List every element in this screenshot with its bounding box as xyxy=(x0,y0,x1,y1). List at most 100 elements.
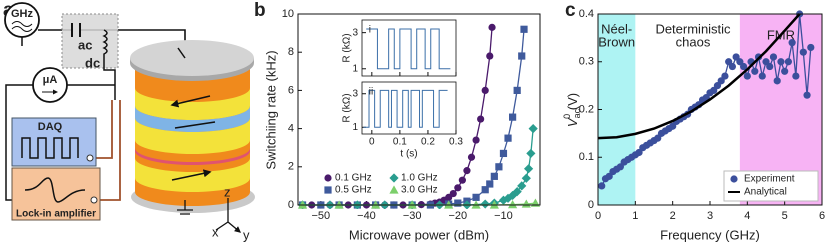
legend-label: 1.0 GHz xyxy=(401,173,438,184)
x-axis-label: Microwave power (dBm) xyxy=(349,227,489,242)
marker xyxy=(521,199,531,208)
axis-x: x xyxy=(212,224,219,239)
square-wave xyxy=(21,137,79,159)
marker xyxy=(803,91,811,99)
y-tick-label: 2 xyxy=(288,161,294,173)
marker xyxy=(486,52,494,60)
marker xyxy=(766,62,774,71)
dc-label: dc xyxy=(85,55,100,70)
daq-label: DAQ xyxy=(38,121,63,133)
frame xyxy=(597,13,823,206)
marker xyxy=(480,199,490,209)
plot-area xyxy=(362,82,456,134)
y-label-sub: ac xyxy=(572,108,582,118)
y-label-sup: 0 xyxy=(562,114,572,119)
marker xyxy=(508,200,518,209)
wire xyxy=(177,47,186,59)
marker xyxy=(781,67,789,75)
marker xyxy=(467,153,476,161)
panel-a: a ac dc GHz μA DAQ Lock-in amplifier xyxy=(3,0,255,242)
y-axis-label: Switchiing rate (kHz) xyxy=(263,50,278,169)
marker xyxy=(389,185,399,194)
marker xyxy=(517,181,527,191)
x-tick-label: 0.1 xyxy=(393,137,407,148)
marker xyxy=(758,72,766,80)
panel-label: b xyxy=(254,0,266,21)
lock-in xyxy=(11,167,101,221)
capacitor xyxy=(71,23,81,37)
marker xyxy=(454,184,462,192)
series-line xyxy=(363,89,448,128)
series-layer xyxy=(598,10,815,190)
x-tick-label: −40 xyxy=(357,210,376,222)
legend-label: Analytical xyxy=(744,187,787,198)
inductor xyxy=(102,29,116,100)
y-tick-label: 0.2 xyxy=(579,103,594,115)
plot-area xyxy=(362,20,456,76)
axes xyxy=(215,198,240,232)
marker xyxy=(481,86,489,94)
marker xyxy=(598,182,606,190)
marker xyxy=(458,176,466,184)
marker xyxy=(788,39,796,47)
marker xyxy=(769,53,778,61)
marker xyxy=(518,52,526,60)
legend-label: 3.0 GHz xyxy=(401,185,438,196)
y-tick-label: 1 xyxy=(352,122,358,133)
marker xyxy=(488,23,496,31)
marker xyxy=(463,167,471,175)
x-tick-label: −10 xyxy=(494,210,513,222)
y-tick-label: 3 xyxy=(352,88,358,99)
chart: 0 0.1 0.2 0.3 1 3 ii R (kΩ) t (s) xyxy=(342,81,463,160)
port xyxy=(86,154,94,162)
series-line xyxy=(598,13,801,140)
marker xyxy=(523,164,534,174)
marker xyxy=(743,72,751,80)
frame xyxy=(297,13,541,206)
frame xyxy=(361,19,457,77)
marker xyxy=(389,173,399,183)
marker xyxy=(730,175,738,183)
series-layer xyxy=(363,89,448,128)
x-tick-label: 3 xyxy=(707,210,713,222)
lock-in-label: Lock-in amplifier xyxy=(16,209,96,220)
annotation: Deterministic xyxy=(655,21,731,36)
series-line xyxy=(366,28,451,70)
x-tick-label: 0 xyxy=(369,137,375,148)
x-tick-label: 0.2 xyxy=(421,137,435,148)
marker xyxy=(509,113,517,121)
marker xyxy=(807,43,815,52)
region-label: Brown xyxy=(598,34,635,49)
y-tick-label: 0 xyxy=(288,199,294,211)
marker xyxy=(513,86,521,94)
y-tick-label: 0.4 xyxy=(579,8,594,20)
port xyxy=(90,196,98,204)
marker xyxy=(528,124,538,134)
x-tick-label: 0.3 xyxy=(449,137,463,148)
lock-in-signal xyxy=(24,177,86,203)
region xyxy=(598,14,636,205)
marker xyxy=(503,193,513,203)
marker xyxy=(324,174,332,182)
y-tick-label: 0.3 xyxy=(579,56,594,68)
marker xyxy=(449,189,457,198)
y-tick-label: 4 xyxy=(288,123,294,135)
marker xyxy=(512,187,522,197)
marker xyxy=(526,148,536,159)
y-tick-label: 6 xyxy=(288,84,294,96)
x-tick-label: −50 xyxy=(311,210,330,222)
axis-z: z xyxy=(224,184,231,199)
x-tick-label: 4 xyxy=(744,210,750,222)
y-axis-label: Vac0 (V) xyxy=(562,93,582,127)
marker xyxy=(773,77,781,85)
legend-box xyxy=(723,170,819,202)
meter-label: μA xyxy=(43,74,58,86)
frame xyxy=(361,81,457,135)
marker xyxy=(777,58,785,66)
marker xyxy=(499,149,508,158)
marker xyxy=(472,193,480,201)
axis-y: y xyxy=(243,227,250,242)
x-tick-label: −30 xyxy=(403,210,422,222)
